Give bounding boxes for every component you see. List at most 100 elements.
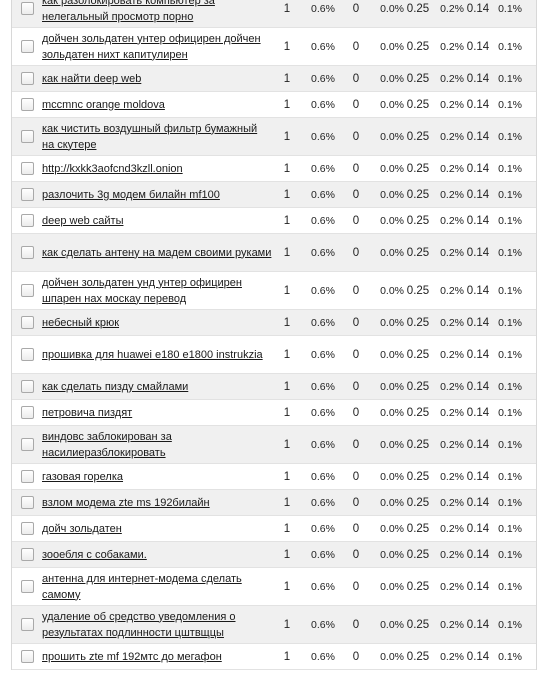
count-cell: 1 (283, 130, 291, 143)
keyword-link[interactable]: дойч зольдатен (42, 522, 122, 535)
row-checkbox[interactable] (20, 2, 34, 15)
value-2-cell: 0.14 (466, 522, 490, 535)
keyword-cell: разлочить 3g модем билайн mf100 (42, 187, 272, 203)
value-1-cell: 0.25 (406, 618, 430, 631)
row-checkbox[interactable] (20, 72, 34, 85)
row-checkbox[interactable] (20, 470, 34, 483)
row-checkbox[interactable] (20, 580, 34, 593)
count-cell: 1 (283, 650, 291, 663)
count-cell: 1 (283, 40, 291, 53)
count-percent-cell: 0.6% (311, 316, 335, 329)
row-select-cell (12, 522, 42, 535)
keyword-link[interactable]: как разолокировать компьютер за нелегаль… (42, 0, 215, 23)
row-checkbox[interactable] (20, 284, 34, 297)
row-checkbox[interactable] (20, 522, 34, 535)
zero-percent-cell: 0.0% (380, 246, 404, 259)
count-cell: 1 (283, 188, 291, 201)
keyword-link[interactable]: небесный крюк (42, 316, 120, 329)
count-percent-cell: 0.6% (311, 380, 335, 393)
count-percent-cell: 0.6% (311, 618, 335, 631)
zero-percent-cell: 0.0% (380, 438, 404, 451)
value-1-cell: 0.25 (406, 72, 430, 85)
keyword-link[interactable]: deep web сайты (42, 214, 124, 227)
value-1-percent-cell: 0.2% (440, 522, 464, 535)
keyword-link[interactable]: виндовс заблокирован за насилиеразблокир… (42, 430, 172, 459)
row-checkbox[interactable] (20, 130, 34, 143)
keyword-link[interactable]: зооебля с собаками. (42, 548, 147, 561)
row-checkbox[interactable] (20, 316, 34, 329)
zero-value-cell: 0 (352, 470, 360, 483)
row-checkbox[interactable] (20, 380, 34, 393)
zero-value-cell: 0 (352, 618, 360, 631)
row-checkbox[interactable] (20, 162, 34, 175)
row-checkbox[interactable] (20, 406, 34, 419)
zero-percent-cell: 0.0% (380, 130, 404, 143)
value-1-percent-cell: 0.2% (440, 246, 464, 259)
value-2-percent-cell: 0.1% (498, 470, 522, 483)
count-cell: 1 (283, 496, 291, 509)
value-1-cell: 0.25 (406, 188, 430, 201)
keyword-link[interactable]: как сделать пизду смайлами (42, 380, 189, 393)
count-cell: 1 (283, 2, 291, 15)
zero-value-cell: 0 (352, 214, 360, 227)
row-checkbox[interactable] (20, 40, 34, 53)
row-checkbox[interactable] (20, 548, 34, 561)
row-checkbox[interactable] (20, 246, 34, 259)
keyword-link[interactable]: разлочить 3g модем билайн mf100 (42, 188, 220, 201)
keyword-link[interactable]: mccmnc orange moldova (42, 98, 165, 111)
row-checkbox[interactable] (20, 650, 34, 663)
keyword-cell: как найти deep web (42, 71, 272, 87)
keyword-link[interactable]: как найти deep web (42, 72, 142, 85)
keyword-link[interactable]: газовая горелка (42, 470, 124, 483)
row-checkbox[interactable] (20, 98, 34, 111)
value-2-cell: 0.14 (466, 406, 490, 419)
value-2-cell: 0.14 (466, 246, 490, 259)
keyword-link[interactable]: удаление об средство уведомления о резул… (42, 610, 236, 639)
table-row: дойч зольдатен 1 0.6% 0 0.0% 0.25 0.2% 0.14 0.1% (12, 516, 536, 542)
row-select-cell (12, 470, 42, 483)
keyword-link[interactable]: http://kxkk3aofcnd3kzll.onion (42, 162, 183, 175)
zero-percent-cell: 0.0% (380, 380, 404, 393)
value-1-percent-cell: 0.2% (440, 188, 464, 201)
row-checkbox[interactable] (20, 348, 34, 361)
count-cell: 1 (283, 522, 291, 535)
value-1-percent-cell: 0.2% (440, 348, 464, 361)
keyword-link[interactable]: прошить zte mf 192мтс до мегафон (42, 650, 222, 663)
keyword-cell: антенна для интернет-модема сделать само… (42, 571, 272, 603)
count-percent-cell: 0.6% (311, 284, 335, 297)
count-cell: 1 (283, 380, 291, 393)
row-select-cell (12, 40, 42, 53)
keyword-link[interactable]: взлом модема zte ms 192билайн (42, 496, 210, 509)
keyword-link[interactable]: как сделать антену на мадем своими рукам… (42, 246, 272, 259)
row-checkbox[interactable] (20, 496, 34, 509)
keyword-link[interactable]: дойчен зольдатен унтер официрен дойчен з… (42, 32, 261, 61)
keyword-cell: газовая горелка (42, 469, 272, 485)
value-2-percent-cell: 0.1% (498, 162, 522, 175)
row-select-cell (12, 548, 42, 561)
table-row: удаление об средство уведомления о резул… (12, 606, 536, 644)
row-select-cell (12, 380, 42, 393)
zero-value-cell: 0 (352, 316, 360, 329)
value-1-percent-cell: 0.2% (440, 548, 464, 561)
keyword-link[interactable]: петровича пиздят (42, 406, 133, 419)
count-percent-cell: 0.6% (311, 548, 335, 561)
value-2-cell: 0.14 (466, 162, 490, 175)
value-2-percent-cell: 0.1% (498, 618, 522, 631)
row-checkbox[interactable] (20, 438, 34, 451)
value-2-cell: 0.14 (466, 72, 490, 85)
value-2-percent-cell: 0.1% (498, 348, 522, 361)
keyword-link[interactable]: антенна для интернет-модема сделать само… (42, 572, 242, 601)
keyword-link[interactable]: как чистить воздушный фильтр бумажный на… (42, 122, 258, 151)
count-percent-cell: 0.6% (311, 246, 335, 259)
table-row: mccmnc orange moldova 1 0.6% 0 0.0% 0.25 0.2% 0… (12, 92, 536, 118)
keyword-link[interactable]: дойчен зольдатен унд унтер официрен шпар… (42, 276, 242, 305)
row-select-cell (12, 618, 42, 631)
table-row: как сделать антену на мадем своими рукам… (12, 234, 536, 272)
value-2-percent-cell: 0.1% (498, 2, 522, 15)
keyword-cell: дойчен зольдатен унд унтер официрен шпар… (42, 275, 272, 307)
row-checkbox[interactable] (20, 214, 34, 227)
keyword-link[interactable]: прошивка для huawei e180 e1800 instrukzi… (42, 348, 263, 361)
row-checkbox[interactable] (20, 618, 34, 631)
count-cell: 1 (283, 406, 291, 419)
row-checkbox[interactable] (20, 188, 34, 201)
